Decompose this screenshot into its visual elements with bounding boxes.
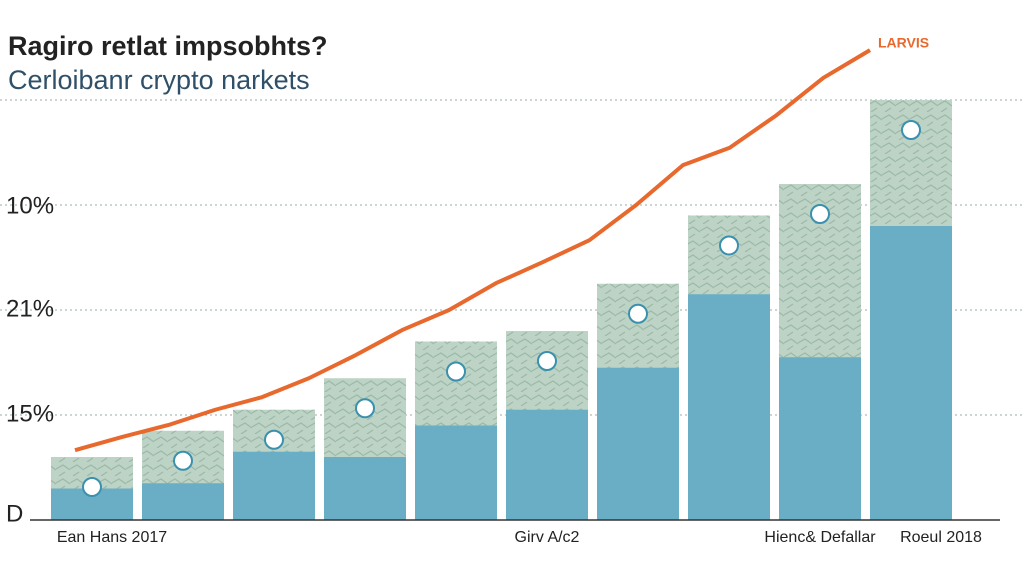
bar-icon: [173, 450, 193, 471]
bar-icon: [264, 429, 284, 450]
x-tick-label: Girv A/c2: [515, 529, 580, 546]
inner-bar: [415, 425, 497, 520]
inner-bar: [870, 226, 952, 520]
bar-icon: [537, 351, 557, 371]
inner-bar: [142, 483, 224, 520]
inner-bar: [506, 409, 588, 520]
bar-icon: [82, 477, 102, 497]
line: [74, 48, 872, 453]
inner-bar: [688, 294, 770, 520]
x-tick-label: Ean Hans 2017: [57, 529, 167, 546]
inner-bar: [597, 367, 679, 520]
axis-label: 21%: [6, 295, 54, 322]
inner-bar: [324, 457, 406, 520]
badge: LARVIS: [878, 35, 929, 51]
bar-icon: [628, 303, 648, 324]
bar-icon: [901, 120, 921, 140]
axis-label: 10%: [6, 192, 54, 219]
bar-icon: [355, 398, 375, 419]
bar-icon: [719, 235, 739, 256]
axis-label: D: [6, 500, 23, 527]
chart-subtitle: Cerloibanr crypto narkets: [8, 65, 310, 95]
bar-icon: [446, 361, 466, 382]
inner-bar: [779, 357, 861, 520]
inner-bar: [233, 451, 315, 520]
x-tick-label: Roeul 2018: [900, 529, 982, 546]
bar-icon: [810, 204, 830, 224]
axis-label: 15%: [6, 400, 54, 427]
chart-title: Ragiro retlat impsobhts?: [8, 31, 328, 61]
x-tick-label: Hienc& Defallar: [764, 529, 876, 546]
